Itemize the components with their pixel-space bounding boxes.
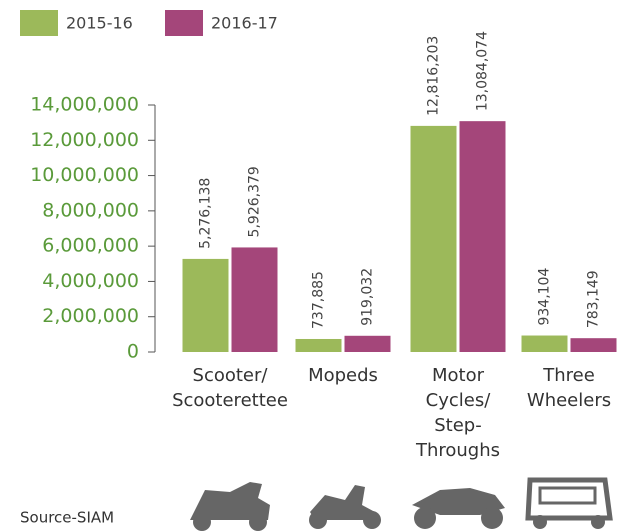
value-label: 934,104: [537, 268, 553, 326]
legend-label: 2015-16: [66, 14, 133, 33]
bar: [459, 121, 506, 353]
bar: [410, 125, 457, 352]
y-tick-label: 0: [127, 341, 139, 363]
bar: [182, 258, 229, 352]
y-tick-label: 4,000,000: [42, 270, 139, 292]
y-tick-label: 14,000,000: [30, 94, 139, 116]
y-tick-label: 6,000,000: [42, 235, 139, 257]
y-tick-label: 10,000,000: [30, 164, 139, 186]
y-tick-label: 12,000,000: [30, 129, 139, 151]
bar: [231, 247, 278, 352]
icons: [190, 477, 613, 531]
scooter-icon: [190, 482, 270, 531]
x-tick-label: Mopeds: [308, 365, 378, 386]
three-wheeler-icon: [525, 477, 613, 529]
bar: [295, 338, 342, 352]
moped-icon: [309, 485, 381, 529]
value-label: 13,084,074: [475, 31, 491, 111]
x-tick-label: Scooter/Scooterettee: [172, 365, 288, 411]
x-tick-label: Three Wheelers: [527, 365, 611, 411]
motorcycle-icon: [412, 488, 505, 529]
y-tick-label: 8,000,000: [42, 199, 139, 221]
bar: [521, 335, 568, 352]
legend-label: 2016-17: [211, 14, 278, 33]
bar: [570, 338, 617, 352]
value-label: 5,926,379: [247, 166, 263, 237]
x-tick-label: Motor Cycles/Step-Throughs: [415, 365, 500, 461]
bar: [344, 335, 391, 352]
value-label: 5,276,138: [198, 178, 214, 249]
y-tick-label: 2,000,000: [42, 305, 139, 327]
source: Source-SIAM: [20, 509, 114, 527]
value-label: 783,149: [586, 270, 602, 328]
legend-swatch: [20, 10, 58, 36]
value-label: 737,885: [311, 271, 327, 329]
value-label: 12,816,203: [426, 36, 442, 116]
legend-swatch: [165, 10, 203, 36]
value-label: 919,032: [360, 268, 376, 326]
